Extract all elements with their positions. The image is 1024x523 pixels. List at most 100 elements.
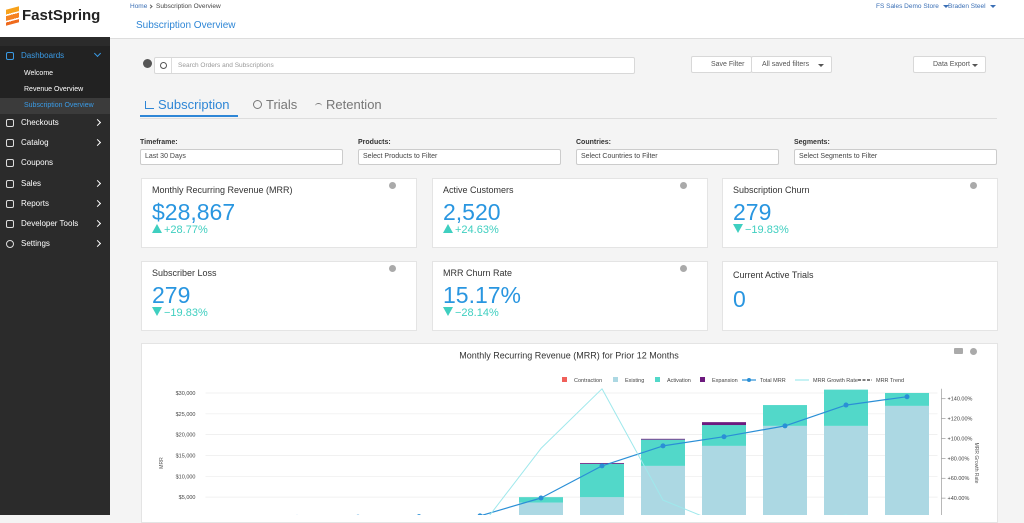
button-label: Save Filter xyxy=(711,61,744,68)
nav-sub-item[interactable]: Revenue Overview xyxy=(0,82,110,98)
nav-sub-item[interactable]: Welcome xyxy=(0,66,110,82)
logo[interactable]: FastSpring xyxy=(0,0,110,37)
saved-filters-dropdown[interactable]: All saved filters xyxy=(751,56,832,73)
filter-label: Timeframe: xyxy=(140,139,178,146)
filter-value: Select Segments to Filter xyxy=(799,153,877,160)
filter-label: Countries: xyxy=(576,139,611,146)
nav-sub-item[interactable]: Subscription Overview xyxy=(0,98,110,114)
nav-item[interactable]: Sales xyxy=(0,174,110,194)
metric-title: Monthly Recurring Revenue (MRR) xyxy=(152,185,293,195)
filter-value: Select Countries to Filter xyxy=(581,153,658,160)
legend-item: Activation xyxy=(655,377,691,384)
info-icon[interactable] xyxy=(143,59,152,68)
filter-label: Products: xyxy=(358,139,391,146)
bar-segment xyxy=(824,426,868,515)
legend-swatch xyxy=(700,377,705,382)
filter-select[interactable]: Select Products to Filter xyxy=(358,149,561,165)
data-export-button[interactable]: Data Export xyxy=(913,56,986,73)
line-point xyxy=(722,434,727,439)
nav-sub-label: Revenue Overview xyxy=(24,82,83,98)
y-tick-label: $20,000 xyxy=(176,433,196,439)
bar-segment xyxy=(702,446,746,515)
help-icon[interactable] xyxy=(389,265,396,272)
tab-label: Trials xyxy=(266,97,297,112)
nav-label: Reports xyxy=(21,194,49,214)
tab-label: Subscription xyxy=(158,97,230,112)
legend-item: MRR Growth Rate xyxy=(795,378,858,384)
y2-tick-label: +80.00% xyxy=(948,456,970,462)
nav-item[interactable]: Catalog xyxy=(0,133,110,153)
trend-arrow xyxy=(152,307,162,316)
metric-value: 2,520 xyxy=(443,199,501,226)
filter-value: Last 30 Days xyxy=(145,153,186,160)
legend-swatch xyxy=(655,377,660,382)
search-box[interactable]: Search Orders and Subscriptions xyxy=(154,57,635,74)
metric-title: Subscriber Loss xyxy=(152,268,217,278)
nav-item[interactable]: Reports xyxy=(0,194,110,214)
metric-card: Subscription Churn 279−19.83% xyxy=(722,178,998,248)
legend-item: Contraction xyxy=(562,377,602,384)
bar-segment xyxy=(641,439,685,440)
metric-value: 0 xyxy=(733,286,746,313)
nav-item[interactable]: Dashboards xyxy=(0,46,110,66)
chart-title: Monthly Recurring Revenue (MRR) for Prio… xyxy=(459,350,679,360)
legend-label: MRR Growth Rate xyxy=(813,378,858,384)
help-icon[interactable] xyxy=(680,265,687,272)
nav-label: Sales xyxy=(21,174,41,194)
metric-value: 279 xyxy=(733,199,771,226)
line-point xyxy=(905,394,910,399)
y-tick-label: $10,000 xyxy=(176,474,196,480)
store-menu[interactable]: FS Sales Demo Store xyxy=(876,3,949,10)
user-menu[interactable]: Braden Steel xyxy=(948,3,996,10)
metric-title: Subscription Churn xyxy=(733,185,810,195)
top-bar: Home Subscription Overview FS Sales Demo… xyxy=(110,0,1024,39)
metric-card: Monthly Recurring Revenue (MRR)$28,867+2… xyxy=(141,178,417,248)
bar-segment xyxy=(702,422,746,425)
line-point xyxy=(539,495,544,500)
change-value: −19.83% xyxy=(164,307,208,319)
filter-select[interactable]: Last 30 Days xyxy=(140,149,343,165)
metric-change: −19.83% xyxy=(733,224,789,236)
y2-tick-label: +100.00% xyxy=(948,436,973,442)
legend-label: Contraction xyxy=(574,378,602,384)
filter-select[interactable]: Select Segments to Filter xyxy=(794,149,997,165)
nav-item[interactable]: Developer Tools xyxy=(0,214,110,234)
nav-item[interactable]: Checkouts xyxy=(0,113,110,133)
breadcrumb-current: Subscription Overview xyxy=(156,3,221,10)
tab[interactable]: Retention xyxy=(315,97,382,112)
tab[interactable]: Trials xyxy=(253,97,297,112)
nav-label: Catalog xyxy=(21,133,49,153)
chart: Monthly Recurring Revenue (MRR) for Prio… xyxy=(141,343,998,515)
search-icon xyxy=(160,62,167,69)
y-tick-label: $15,000 xyxy=(176,453,196,459)
help-icon[interactable] xyxy=(970,182,977,189)
legend-label: Existing xyxy=(625,378,644,384)
breadcrumb-home[interactable]: Home xyxy=(130,3,147,10)
metric-value: 279 xyxy=(152,282,190,309)
trend-arrow xyxy=(152,224,162,233)
bar-segment xyxy=(763,426,807,515)
logo-icon xyxy=(6,6,19,25)
tab[interactable]: Subscription xyxy=(145,97,230,112)
help-icon[interactable] xyxy=(680,182,687,189)
y-tick-label: $30,000 xyxy=(176,391,196,397)
filter-select[interactable]: Select Countries to Filter xyxy=(576,149,779,165)
nav-item[interactable]: Coupons xyxy=(0,153,110,173)
change-value: +28.77% xyxy=(164,224,208,236)
line-point xyxy=(783,423,788,428)
metric-change: −19.83% xyxy=(152,307,208,319)
user-name: Braden Steel xyxy=(948,3,986,10)
line-point xyxy=(600,463,605,468)
trend-arrow xyxy=(443,307,453,316)
legend-label: MRR Trend xyxy=(876,378,904,384)
help-icon[interactable] xyxy=(389,182,396,189)
nav-item[interactable]: Settings xyxy=(0,234,110,254)
legend-item: Expansion xyxy=(700,377,738,384)
filter-value: Select Products to Filter xyxy=(363,153,437,160)
trend-arrow xyxy=(443,224,453,233)
save-filter-button[interactable]: Save Filter xyxy=(691,56,752,73)
